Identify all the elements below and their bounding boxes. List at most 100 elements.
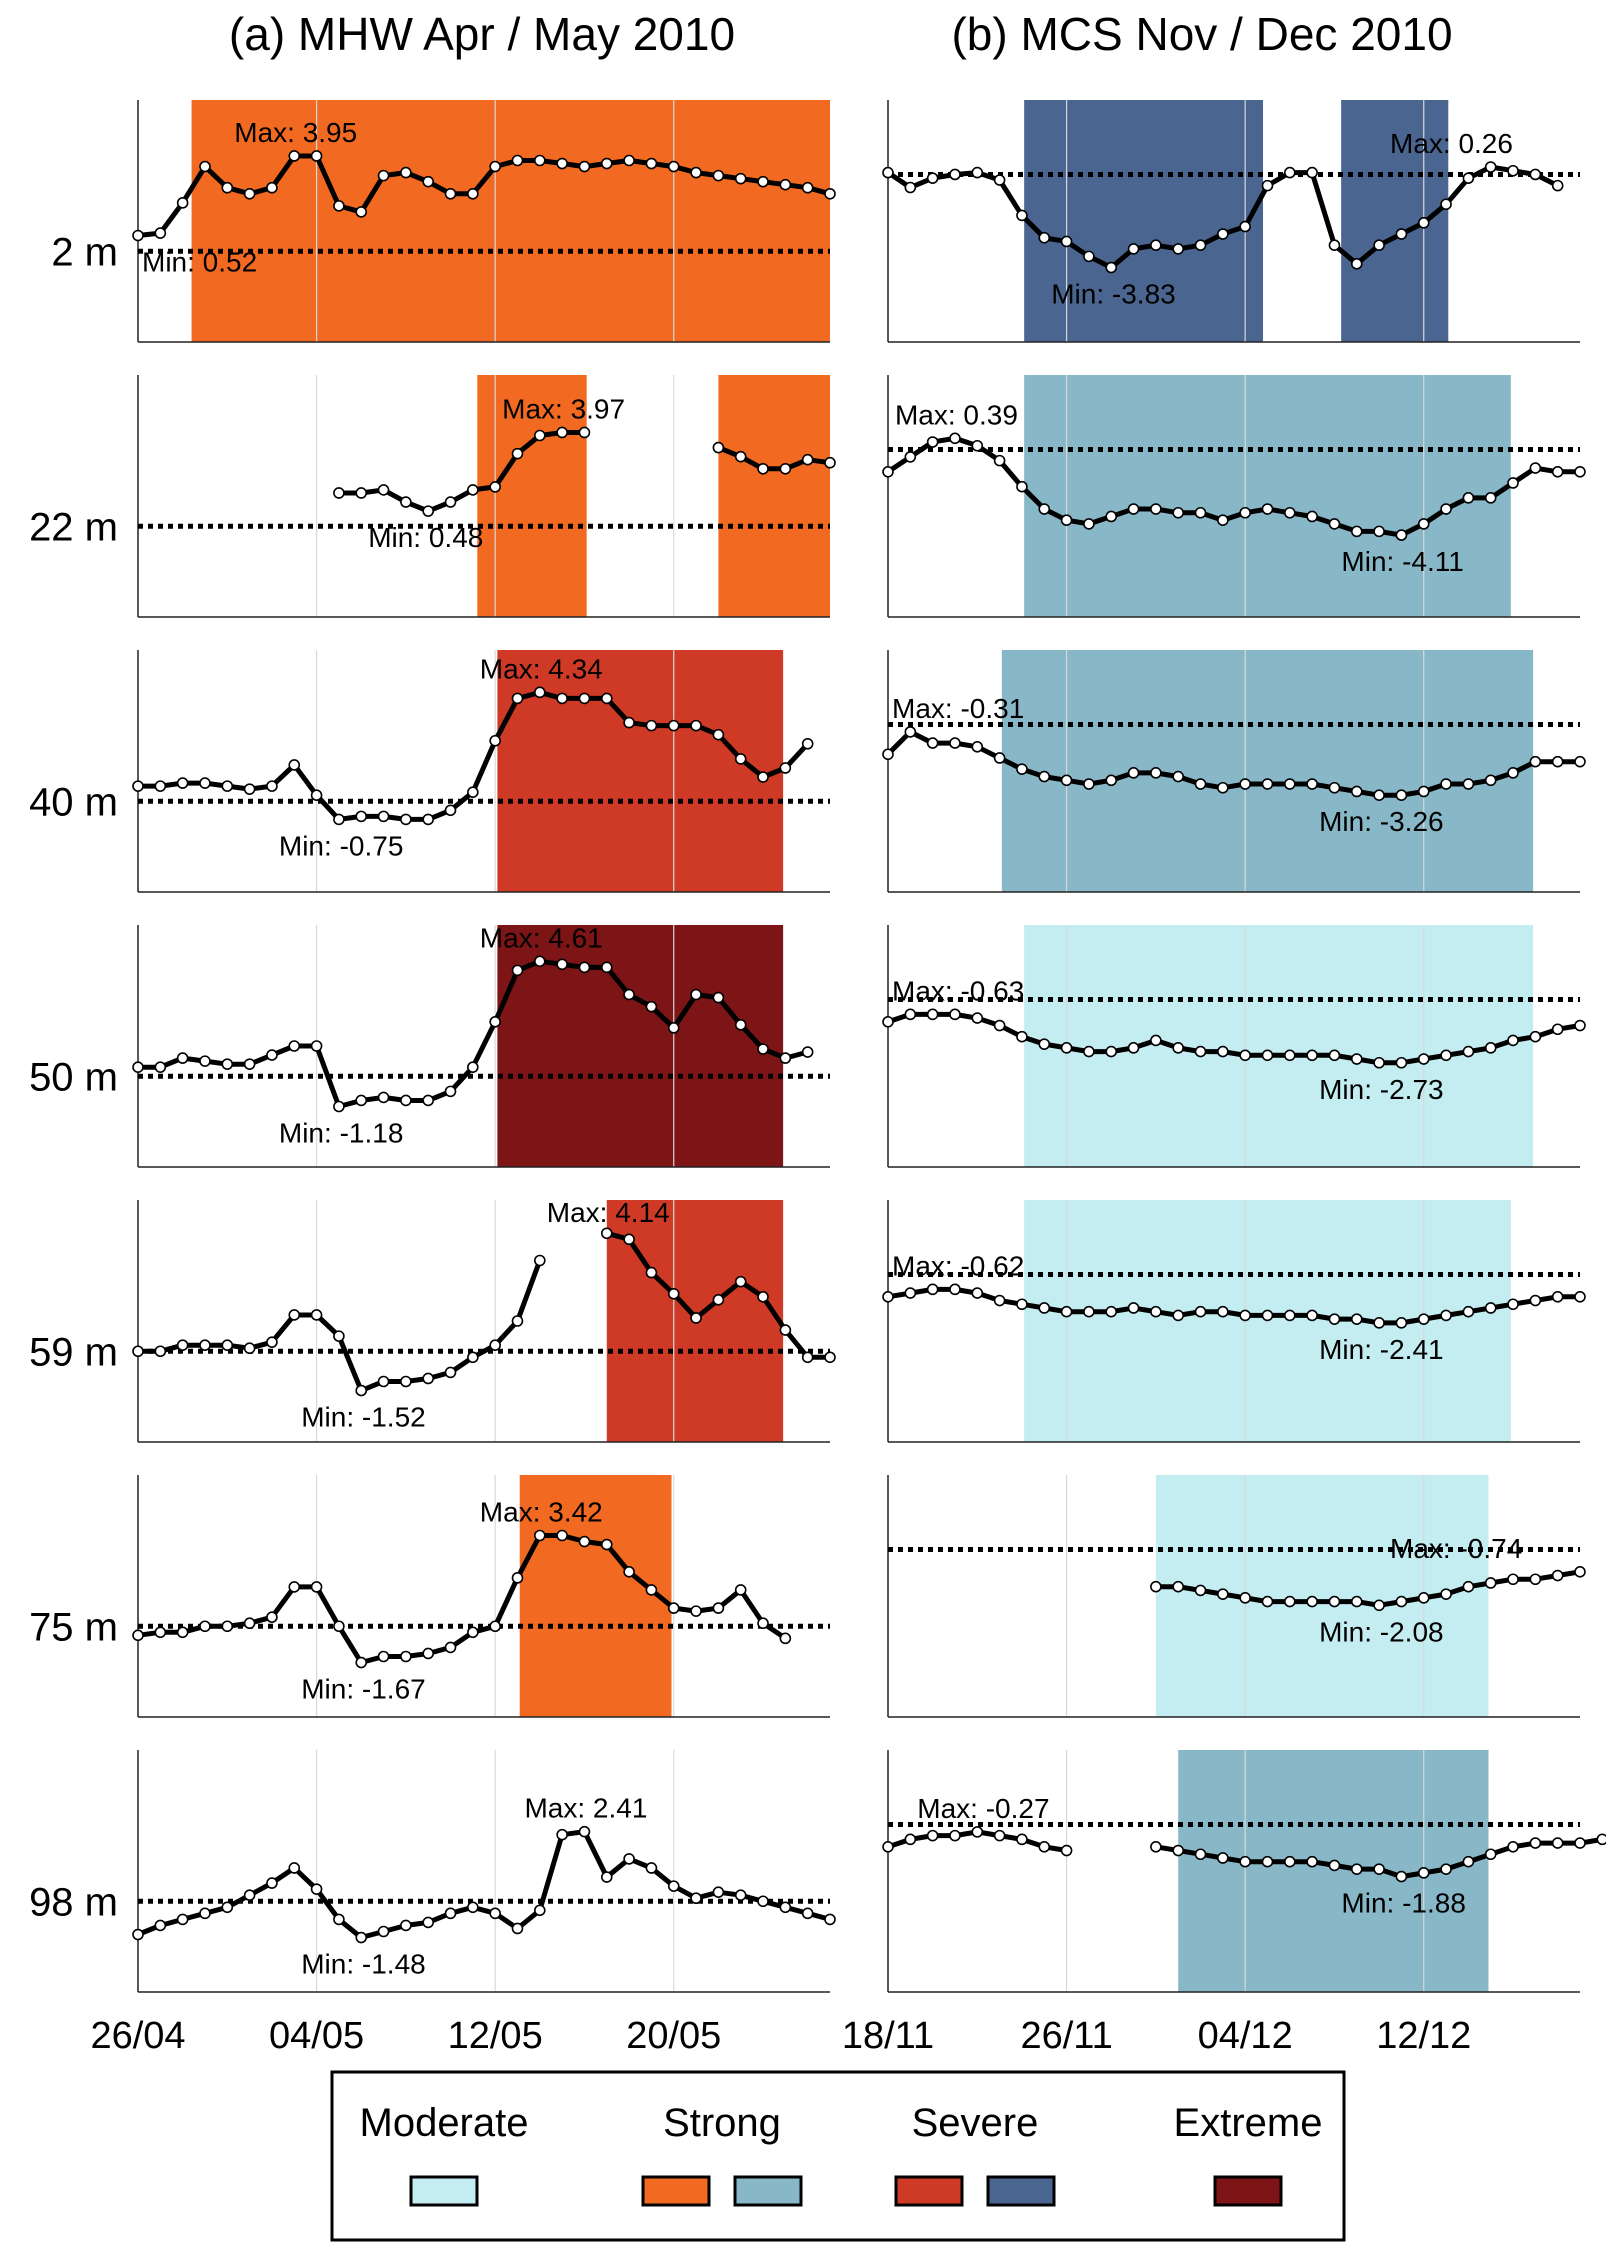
data-point [400,813,412,826]
data-point [1596,1833,1606,1846]
data-point [1016,1030,1028,1043]
data-point [489,1015,501,1028]
data-point [467,1351,479,1364]
panel-a-title: (a) MHW Apr / May 2010 [229,8,735,60]
data-point [690,1892,702,1905]
data-point [1440,1588,1452,1600]
data-point [221,181,234,194]
data-point [1574,1019,1586,1032]
data-point [1507,1034,1519,1047]
data-point [578,961,591,974]
subplot-59m: Max: -0.62 Min: -2.41 [882,1200,1586,1443]
max-label: Max: -0.63 [892,975,1024,1006]
data-point [511,1315,524,1327]
data-point [132,1928,144,1941]
event-band [1024,100,1264,342]
data-point [882,166,894,179]
data-point [1217,228,1229,240]
min-label: Min: 0.48 [368,522,483,553]
data-point [1127,503,1140,515]
data-point [422,1647,434,1660]
data-point [600,157,613,170]
data-point [645,1862,658,1874]
series-line [137,1829,831,1940]
data-point [333,1620,345,1633]
data-point [926,1829,939,1842]
data-point [199,1339,211,1351]
data-point [1194,506,1207,519]
min-label: Min: -2.08 [1319,1616,1444,1647]
plot-area: Max: 3.95 Min: 0.52 2 m Max: 3.97 Min: 0.48 2… [29,100,1606,2057]
data-point [734,1889,747,1901]
data-point [377,1925,390,1938]
data-point [1127,767,1140,779]
data-point [734,172,747,185]
data-point [1417,785,1430,798]
data-point [355,487,368,499]
data-point [1551,755,1564,768]
max-label: Max: -0.31 [892,693,1024,724]
max-label: Max: 0.39 [895,399,1018,430]
data-point [1194,1305,1207,1318]
data-point [377,1091,390,1104]
data-point [176,777,189,789]
data-point [400,1650,412,1663]
data-point [1083,518,1095,530]
data-point [734,1584,747,1596]
data-point [1395,1595,1408,1608]
data-point [288,150,301,162]
data-point [623,1233,635,1246]
data-point [645,1000,658,1013]
data-point [578,1535,591,1548]
data-point [1083,778,1095,790]
data-point [1016,1833,1028,1846]
data-point [757,1291,769,1303]
max-label: Max: 4.34 [480,653,603,684]
data-point [467,187,479,200]
data-point [882,748,894,761]
data-point [1373,1863,1385,1875]
data-point [600,1227,613,1240]
data-point [288,759,301,771]
data-point [1261,1309,1274,1322]
data-point [511,1572,524,1584]
event-band [191,100,830,342]
data-point [1284,1595,1296,1608]
data-point [779,178,792,191]
legend: Moderate Strong Severe Extreme [330,2070,1346,2242]
data-point [1239,1049,1251,1062]
data-point [1150,1305,1162,1318]
data-point [1194,1045,1207,1058]
data-point [1038,1841,1051,1853]
data-point [712,991,725,1004]
data-point [1462,1305,1475,1318]
data-point [971,439,984,452]
data-point [1529,755,1542,768]
data-point [623,154,635,167]
data-point [400,166,412,179]
data-point [310,1040,323,1052]
data-point [176,197,189,209]
data-point [904,726,917,738]
data-point [1350,1053,1363,1065]
data-point [1417,217,1430,229]
data-point [221,780,234,792]
data-point [904,1287,917,1299]
data-point [1507,1298,1519,1311]
data-point [1150,1580,1162,1593]
data-point [600,961,613,974]
data-point [333,1913,345,1926]
depth-label: 59 m [29,1330,118,1374]
data-point [949,168,961,181]
min-label: Min: -1.52 [301,1402,426,1433]
data-point [1239,1855,1251,1868]
data-point [1440,778,1452,790]
data-point [882,1291,894,1303]
data-point [801,1046,814,1058]
data-point [1484,1577,1497,1589]
data-point [1373,239,1385,251]
data-point [1261,503,1274,515]
data-point [489,1620,501,1633]
data-point [1083,1045,1095,1058]
max-label: Max: -0.27 [917,1793,1049,1824]
